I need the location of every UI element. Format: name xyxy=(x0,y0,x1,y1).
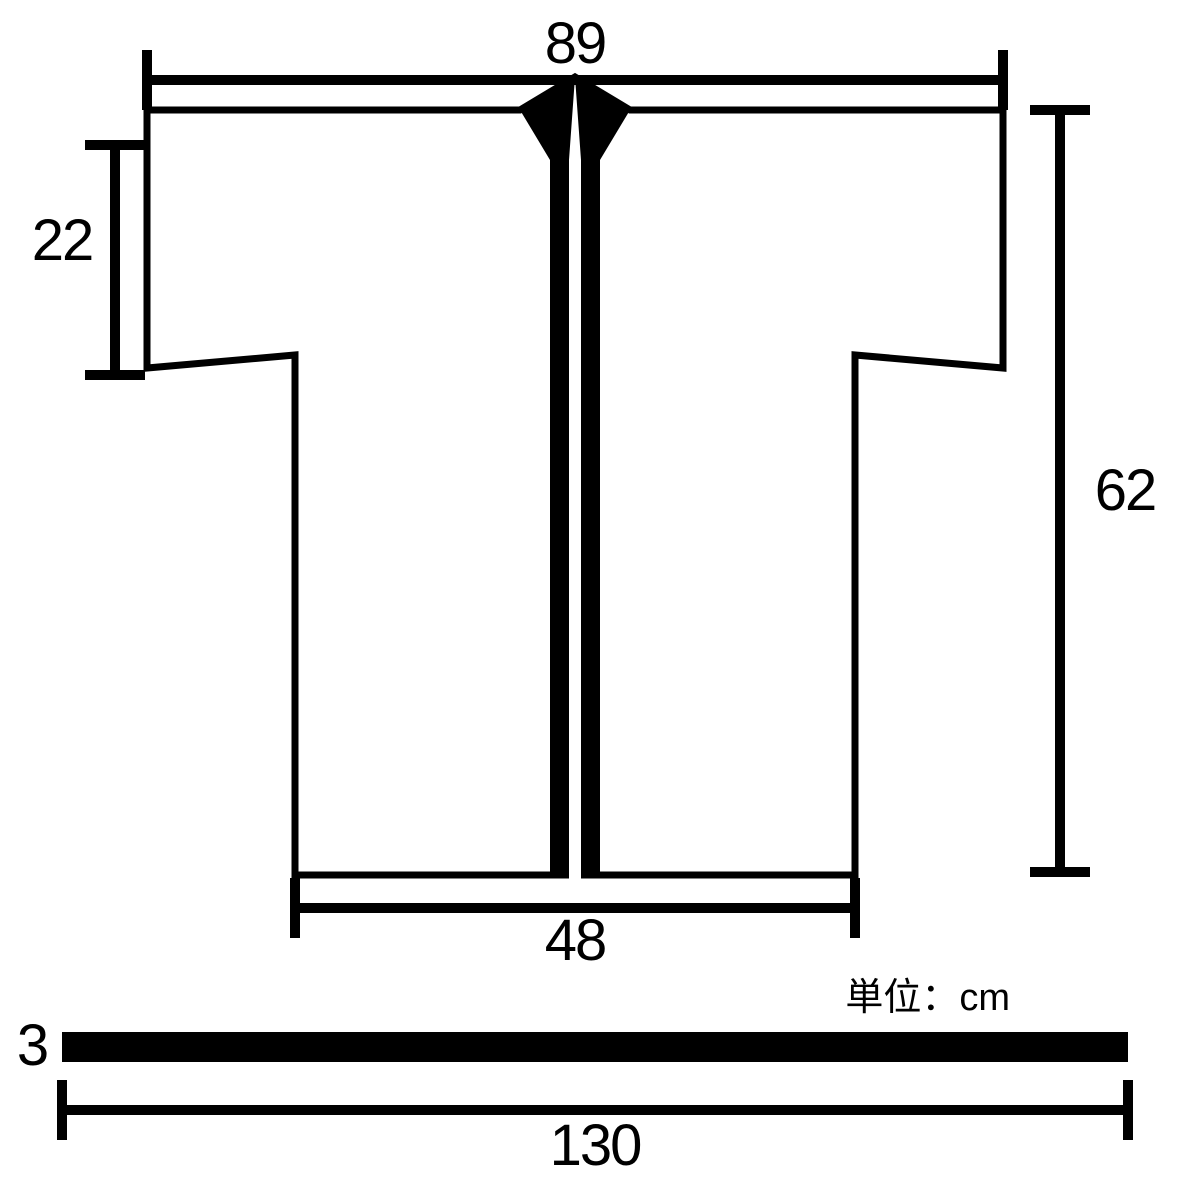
unit-label: 単位：cm xyxy=(845,977,1010,1019)
garment-outline xyxy=(147,77,1003,875)
dim-label-48: 48 xyxy=(545,908,606,973)
dim-line-22 xyxy=(85,145,145,375)
dim-label-62: 62 xyxy=(1095,458,1156,523)
dim-line-62 xyxy=(1030,110,1090,872)
dim-label-89: 89 xyxy=(545,11,606,76)
dim-label-130: 130 xyxy=(550,1113,641,1178)
belt-bar xyxy=(62,1032,1128,1062)
dim-label-3: 3 xyxy=(17,1013,47,1078)
dim-label-22: 22 xyxy=(32,208,93,273)
collar-band-right xyxy=(575,77,630,875)
collar-band-left xyxy=(520,77,575,875)
